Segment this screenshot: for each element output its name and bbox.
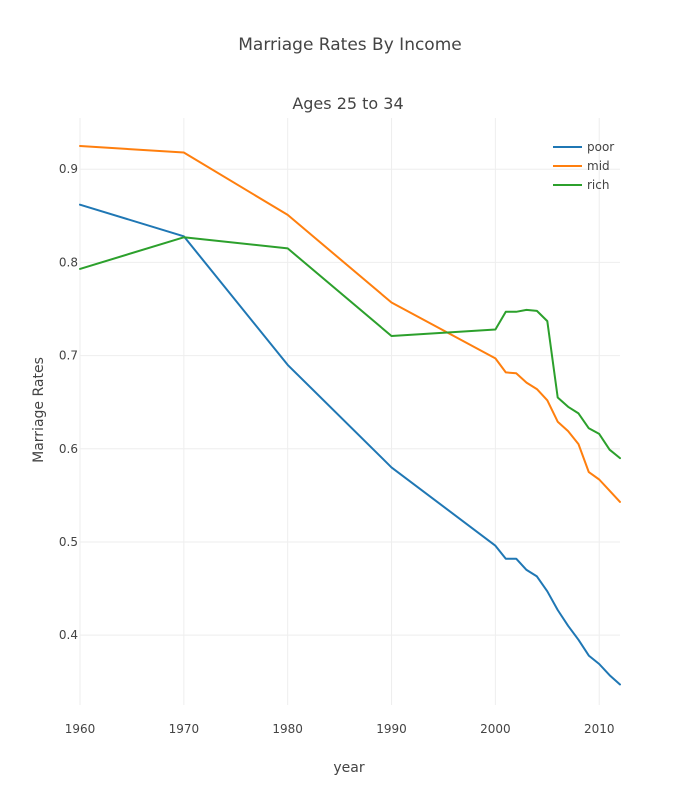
y-tick-label: 0.4 — [59, 628, 78, 642]
legend-item-mid[interactable]: mid — [553, 159, 610, 173]
series-line-mid[interactable] — [79, 145, 621, 503]
legend-label: mid — [587, 159, 610, 173]
x-axis-title: year — [333, 760, 364, 776]
x-axis: 1960 1970 1980 1990 2000 2010 — [65, 722, 615, 736]
grid — [79, 118, 620, 705]
x-tick-label: 1960 — [65, 722, 96, 736]
y-tick-label: 0.5 — [59, 535, 78, 549]
x-tick-label: 2000 — [480, 722, 511, 736]
y-tick-label: 0.9 — [59, 162, 78, 176]
plot-area — [79, 145, 621, 686]
y-axis: 0.4 0.5 0.6 0.7 0.8 0.9 — [59, 162, 78, 642]
y-axis-title: Marriage Rates — [31, 357, 47, 463]
x-tick-label: 1970 — [169, 722, 200, 736]
x-tick-label: 2010 — [584, 722, 615, 736]
chart-title: Marriage Rates By Income — [238, 35, 461, 55]
legend[interactable]: poor mid rich — [553, 140, 614, 192]
x-tick-label: 1980 — [272, 722, 303, 736]
y-tick-label: 0.8 — [59, 255, 78, 269]
legend-item-rich[interactable]: rich — [553, 178, 609, 192]
legend-label: poor — [587, 140, 614, 154]
legend-label: rich — [587, 178, 609, 192]
y-tick-label: 0.6 — [59, 442, 78, 456]
chart-subtitle: Ages 25 to 34 — [292, 94, 403, 113]
y-tick-label: 0.7 — [59, 349, 78, 363]
legend-item-poor[interactable]: poor — [553, 140, 614, 154]
series-line-rich[interactable] — [79, 236, 621, 460]
x-tick-label: 1990 — [376, 722, 407, 736]
series-line-poor[interactable] — [79, 203, 621, 686]
